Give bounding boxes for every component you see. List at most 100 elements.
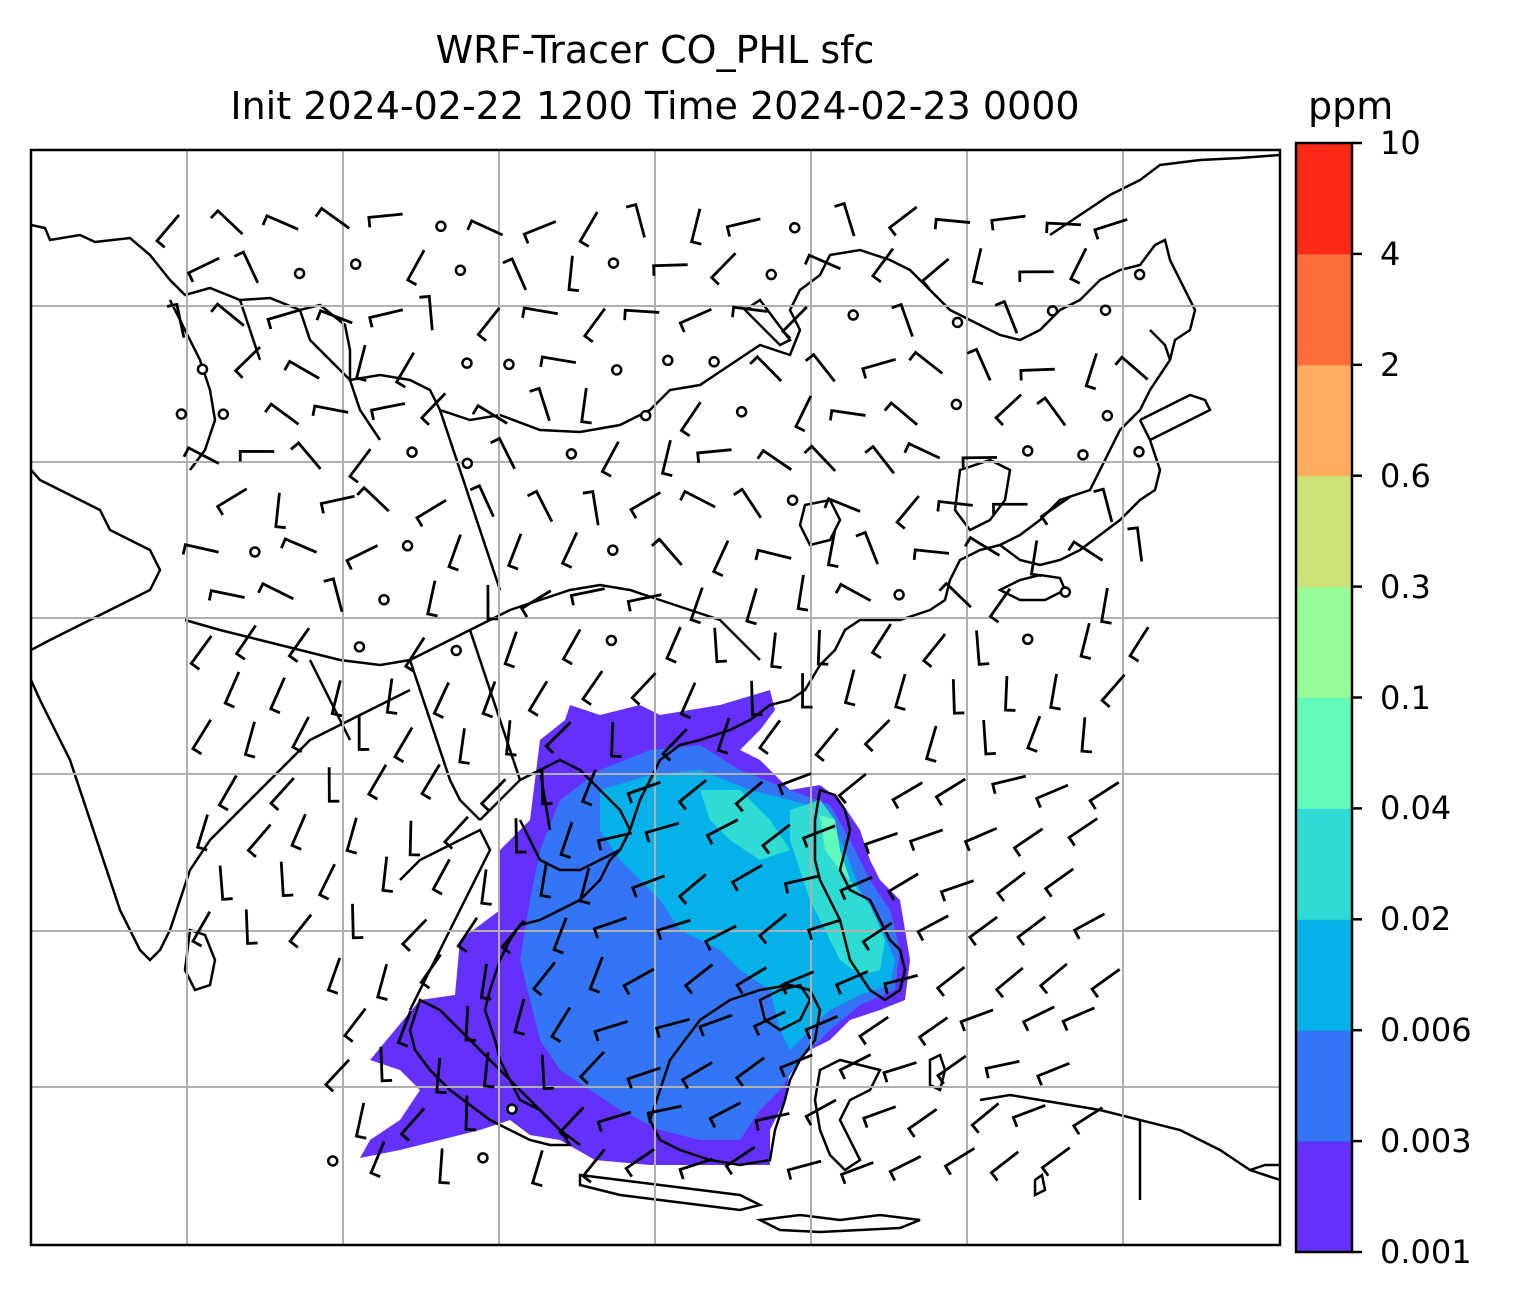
wind-barb (770, 632, 782, 669)
wind-barb (596, 1110, 632, 1133)
wind-barb (505, 720, 517, 757)
wind-barb (660, 439, 673, 477)
calm-wind-circle (662, 354, 674, 367)
calm-wind-circle (293, 267, 306, 280)
wind-barb (189, 635, 213, 671)
wind-barb (780, 306, 808, 340)
wind-barb (500, 919, 526, 955)
wind-barb (392, 726, 414, 764)
wind-barb (1026, 715, 1042, 753)
wind-barb (843, 669, 856, 707)
colorbar-tick-label: 0.3 (1380, 567, 1431, 606)
wind-barb (234, 624, 257, 661)
wind-barb (578, 867, 591, 905)
wind-barb (803, 444, 837, 472)
wind-barb (458, 728, 470, 765)
wind-barb (786, 1159, 822, 1180)
wind-barb (481, 681, 497, 719)
wind-barb (623, 308, 660, 321)
wind-barb (626, 781, 661, 804)
wind-barb (1012, 827, 1044, 857)
coastlines (31, 153, 1280, 1234)
wind-barb (959, 1008, 994, 1032)
wind-barb (650, 537, 683, 566)
wind-barb (447, 534, 462, 572)
wind-barb (315, 308, 353, 325)
wind-barb (1093, 487, 1114, 523)
calm-wind-circle (565, 448, 578, 460)
wind-barb (217, 774, 238, 812)
wind-barb (233, 345, 262, 379)
wind-barb (1100, 673, 1126, 709)
wind-barb (806, 918, 842, 940)
wind-barb (804, 352, 836, 383)
wind-barb (936, 499, 973, 512)
wind-barb (756, 448, 793, 471)
wind-barb (552, 917, 568, 955)
wind-barb (757, 719, 782, 755)
wind-barb (268, 777, 295, 812)
wind-barb (855, 530, 879, 565)
wind-barb (529, 386, 551, 422)
wind-barb (580, 670, 604, 706)
wind-barb (569, 587, 605, 606)
wind-barb (1068, 247, 1088, 285)
wind-barb (943, 1147, 976, 1176)
wind-barb (1072, 912, 1106, 940)
calm-wind-circle (327, 1155, 339, 1167)
wind-barb (342, 1007, 367, 1043)
wind-barb (582, 307, 606, 343)
wind-barb (419, 294, 434, 331)
wind-barb (783, 874, 819, 894)
calm-wind-circle (461, 357, 473, 369)
wind-barb (814, 727, 839, 763)
wind-barb (644, 821, 680, 843)
wind-barb (990, 214, 1026, 231)
wind-barb (279, 861, 294, 898)
wind-barb (314, 206, 351, 230)
wind-barb (578, 211, 599, 248)
calm-wind-circle (406, 446, 418, 458)
wind-barb (725, 217, 761, 237)
wind-barb (828, 408, 866, 421)
wind-barb (883, 974, 919, 994)
colorbar-tick-label: 4 (1380, 234, 1401, 273)
wind-barb (677, 873, 707, 905)
wind-barb (1067, 540, 1104, 562)
wind-barb (870, 623, 892, 660)
wind-barb (155, 214, 181, 249)
calm-wind-circle (503, 358, 515, 371)
wind-barb (838, 1053, 872, 1080)
wind-barb (908, 828, 944, 852)
wind-barb (354, 1102, 367, 1140)
wind-barb (752, 1010, 786, 1036)
wind-barb (713, 627, 728, 664)
wind-barb (351, 903, 364, 940)
calm-wind-circle (175, 408, 188, 420)
wind-barb (513, 998, 526, 1036)
calm-wind-circle (950, 398, 963, 411)
calm-wind-circle (607, 257, 620, 269)
wind-barb (734, 780, 764, 813)
wind-barb (319, 494, 355, 514)
wind-barb (994, 966, 1024, 999)
wind-barb (705, 818, 739, 845)
wind-barb (837, 772, 867, 805)
calm-wind-circle (1059, 586, 1072, 598)
wind-barb (816, 629, 829, 666)
wind-barb (435, 1057, 447, 1095)
colorbar-segment (1296, 475, 1352, 588)
wind-barb (567, 255, 580, 292)
colorbar-segment (1296, 919, 1352, 1031)
wind-barb (994, 299, 1019, 334)
wind-barb (530, 1149, 544, 1188)
colorbar-tick-label: 2 (1380, 345, 1401, 384)
wind-barb (1034, 783, 1069, 809)
wind-barb (970, 1102, 1000, 1134)
wind-barb (665, 626, 682, 664)
wind-barb (938, 581, 972, 609)
wind-barb (207, 588, 245, 601)
wind-barb (330, 680, 343, 718)
wind-barb (679, 401, 702, 438)
wind-barb (356, 485, 390, 513)
